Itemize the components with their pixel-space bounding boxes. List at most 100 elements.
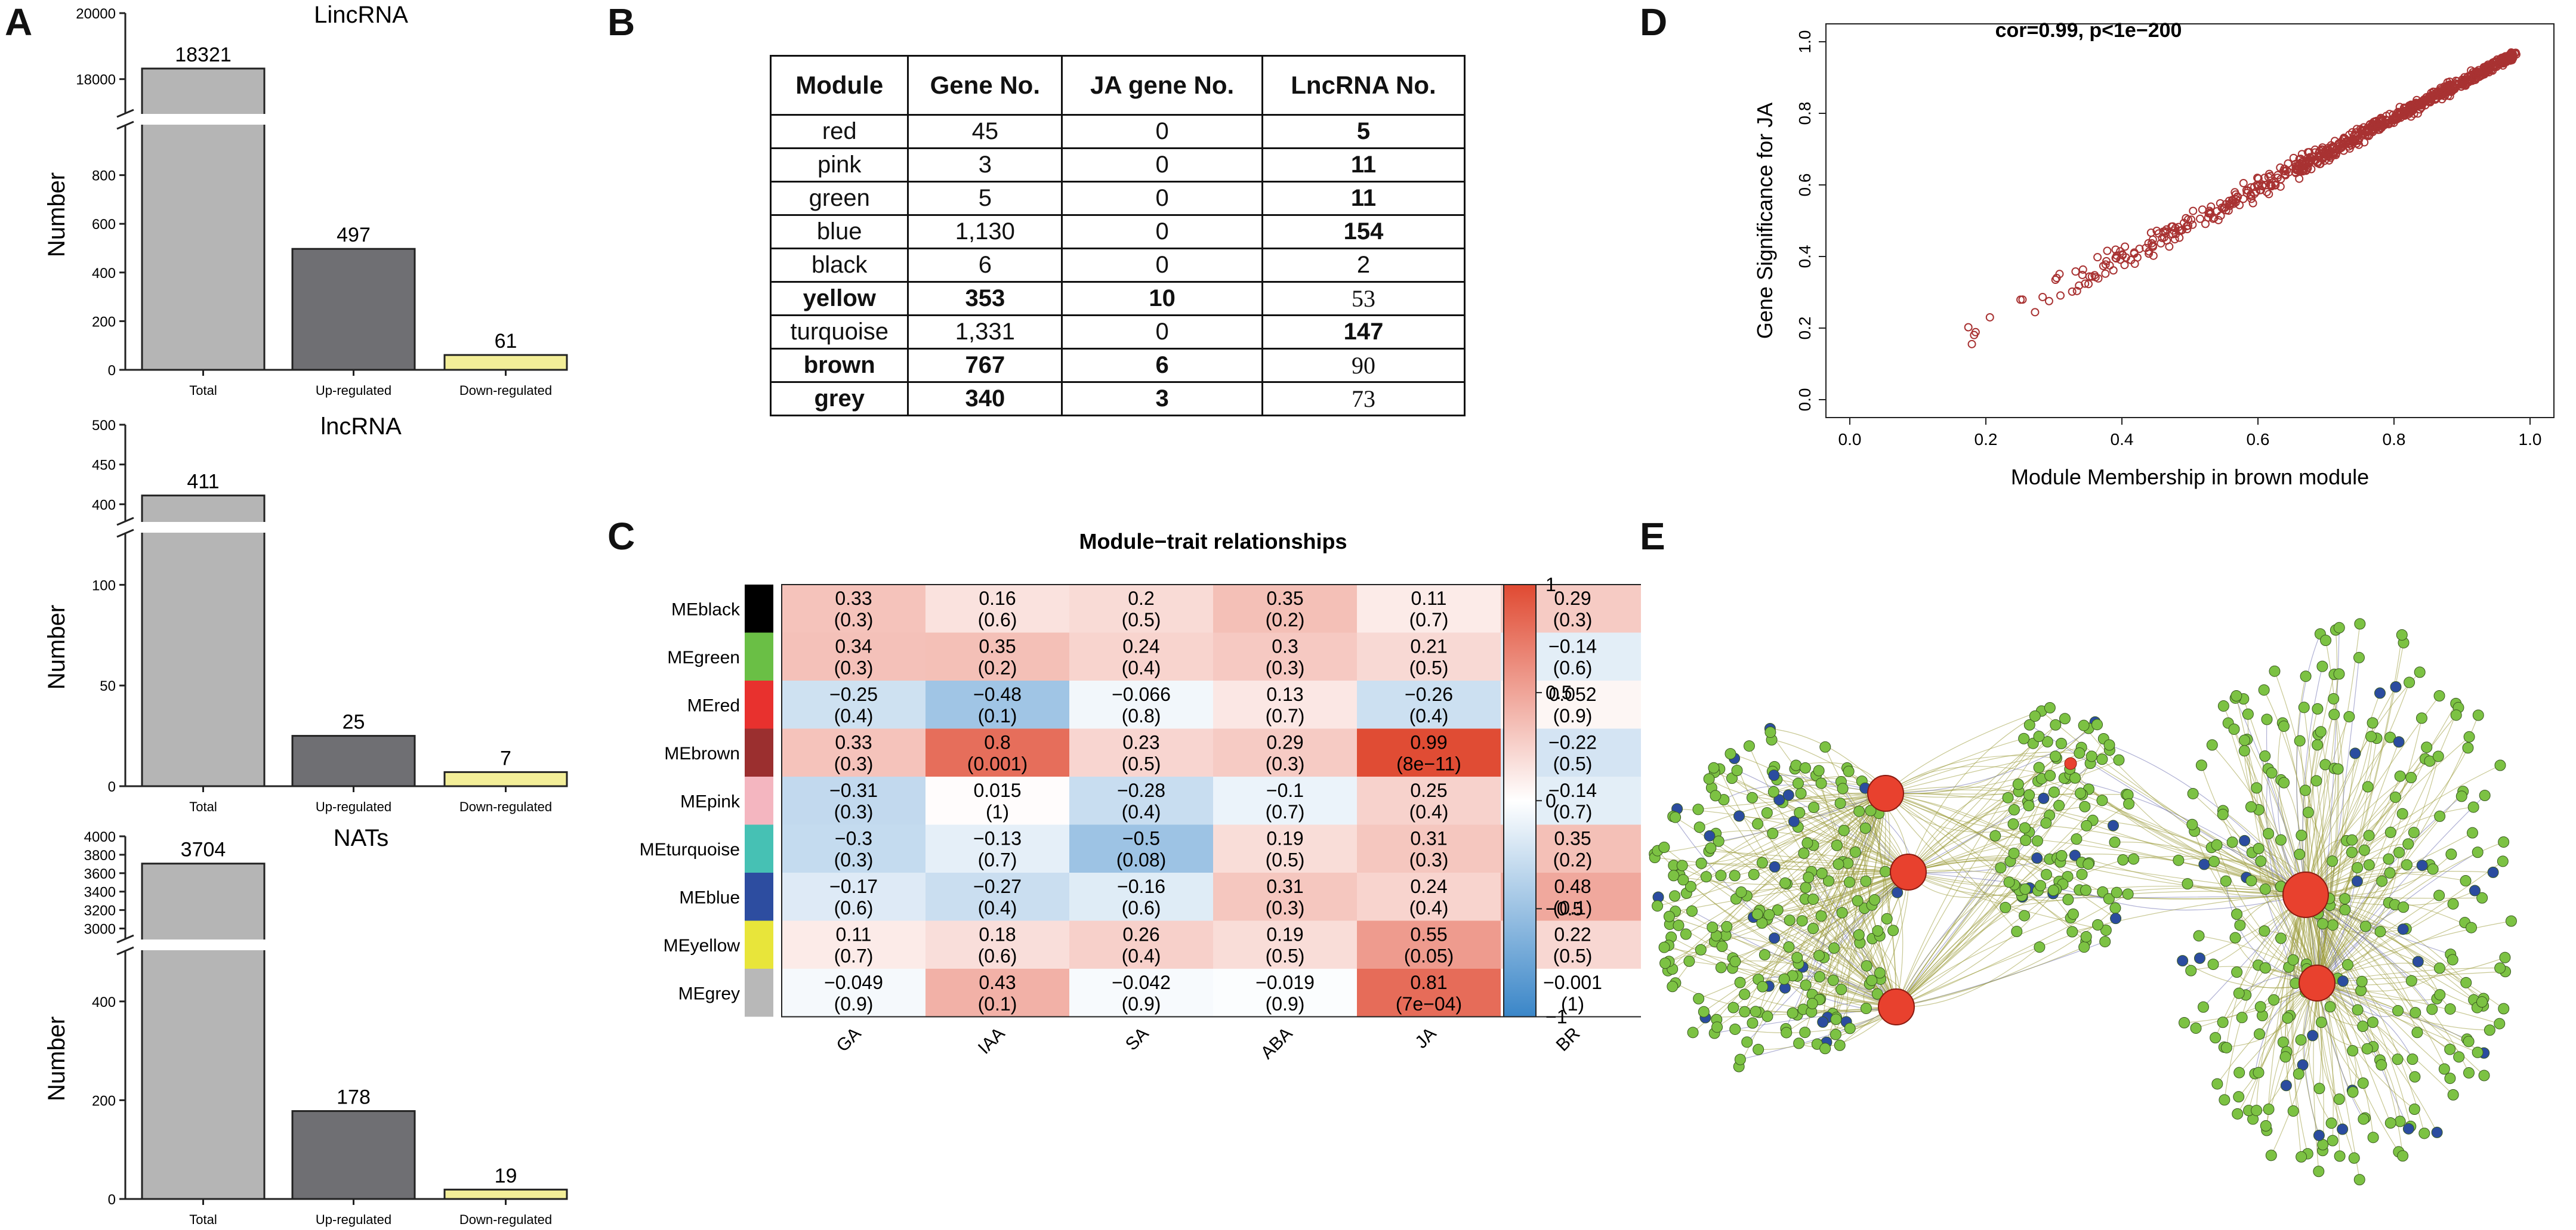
green-node bbox=[2433, 690, 2445, 702]
green-node bbox=[2238, 745, 2250, 757]
blue-node bbox=[1769, 861, 1781, 873]
green-node bbox=[1842, 857, 1854, 869]
table-cell: 2 bbox=[1261, 248, 1466, 283]
module-color-swatch bbox=[745, 824, 773, 873]
chart-title: lncRNA bbox=[320, 413, 402, 440]
green-node bbox=[2044, 701, 2056, 713]
data-point bbox=[2149, 251, 2158, 260]
green-node bbox=[2315, 1016, 2327, 1028]
y-tick-label: 0 bbox=[108, 1192, 116, 1208]
green-node bbox=[2424, 755, 2436, 767]
green-node bbox=[2313, 1083, 2325, 1095]
green-node bbox=[2498, 1003, 2510, 1015]
table-row: green 5 0 11 bbox=[769, 181, 1466, 216]
data-point bbox=[2297, 150, 2306, 159]
data-point bbox=[2146, 228, 2155, 237]
axis-break-mark bbox=[116, 120, 134, 130]
green-node bbox=[1807, 922, 1819, 934]
green-node bbox=[2415, 712, 2427, 724]
network-edge bbox=[2224, 894, 2306, 1100]
green-node bbox=[2346, 834, 2358, 846]
green-node bbox=[1695, 857, 1707, 869]
cell-correlation: 0.23 bbox=[1122, 732, 1159, 753]
data-point bbox=[1985, 313, 1994, 322]
table-cell: 11 bbox=[1261, 147, 1466, 183]
green-node bbox=[2076, 869, 2088, 880]
coexpression-network bbox=[1649, 618, 2517, 1186]
axis-break-gap bbox=[123, 114, 570, 125]
green-node bbox=[2226, 836, 2238, 848]
heatmap-cell bbox=[1069, 681, 1213, 729]
blue-node bbox=[2307, 1030, 2319, 1042]
green-node bbox=[2034, 941, 2046, 953]
green-node bbox=[2049, 750, 2061, 762]
green-node bbox=[2505, 915, 2517, 927]
network-edge bbox=[2305, 722, 2373, 895]
green-node bbox=[1872, 925, 1884, 937]
cell-correlation: −0.31 bbox=[829, 780, 878, 801]
network-edge bbox=[2316, 982, 2364, 1120]
data-point bbox=[2367, 123, 2376, 132]
blue-node bbox=[1788, 815, 1800, 827]
y-axis-label: Gene Significance for JA bbox=[1753, 103, 1777, 339]
data-point bbox=[2071, 267, 2080, 276]
green-node bbox=[1658, 841, 1670, 853]
green-node bbox=[2040, 817, 2052, 829]
heatmap-cell bbox=[1357, 632, 1501, 681]
green-node bbox=[2279, 1051, 2291, 1063]
x-axis-label: Module Membership in brown module bbox=[2011, 465, 2369, 489]
green-node bbox=[2233, 1067, 2245, 1078]
green-node bbox=[2472, 1046, 2484, 1058]
cell-pvalue: (0.4) bbox=[1122, 945, 1161, 967]
cell-correlation: −0.14 bbox=[1548, 780, 1597, 801]
green-node bbox=[2254, 1001, 2266, 1013]
green-node bbox=[1860, 875, 1872, 887]
cell-correlation: 0.8 bbox=[984, 732, 1010, 753]
green-node bbox=[2182, 878, 2194, 890]
data-point bbox=[2216, 211, 2225, 220]
green-node bbox=[2263, 827, 2275, 839]
blue-node bbox=[2431, 1126, 2443, 1138]
green-node bbox=[2079, 801, 2091, 812]
data-point bbox=[2347, 141, 2356, 150]
green-node bbox=[2392, 1053, 2404, 1065]
column-label: GA bbox=[832, 1024, 865, 1056]
green-node bbox=[2433, 962, 2445, 974]
cell-pvalue: (0.5) bbox=[1122, 753, 1161, 775]
blue-node bbox=[2397, 923, 2409, 935]
heatmap-cell bbox=[1069, 920, 1213, 969]
network-edge bbox=[2305, 894, 2504, 1009]
correlation-annotation: cor=0.99, p<1e−200 bbox=[1995, 19, 2182, 42]
green-node bbox=[1793, 1037, 1805, 1049]
network-edge bbox=[1677, 808, 1909, 873]
y-tick-label: 20000 bbox=[76, 6, 116, 22]
green-node bbox=[2031, 835, 2043, 847]
green-node bbox=[2333, 1093, 2345, 1105]
module-color-swatch bbox=[745, 681, 773, 729]
green-node bbox=[1887, 925, 1899, 937]
green-node bbox=[2334, 1150, 2346, 1162]
data-point bbox=[2253, 174, 2262, 183]
legend-tick-label: 0.5 bbox=[1545, 682, 1572, 703]
bar-value-label: 3704 bbox=[181, 839, 226, 861]
table-cell: 767 bbox=[907, 348, 1063, 383]
green-node bbox=[1739, 1006, 1751, 1018]
chart-title: LincRNA bbox=[314, 2, 408, 28]
data-point bbox=[2406, 103, 2415, 112]
data-point bbox=[2372, 121, 2381, 130]
table-cell: 0 bbox=[1061, 181, 1264, 216]
data-point bbox=[2111, 245, 2120, 254]
green-node bbox=[2103, 893, 2115, 905]
green-node bbox=[2432, 750, 2444, 762]
green-node bbox=[2020, 835, 2032, 846]
network-edge bbox=[2316, 657, 2360, 984]
network-edge bbox=[1908, 752, 2080, 873]
green-node bbox=[2447, 954, 2458, 966]
green-node bbox=[2444, 1043, 2456, 1055]
network-edges bbox=[1654, 623, 2512, 1180]
table-row: red 45 0 5 bbox=[769, 114, 1466, 149]
cell-correlation: 0.35 bbox=[1554, 828, 1591, 849]
cell-correlation: −0.16 bbox=[1117, 876, 1165, 897]
green-node bbox=[2296, 829, 2307, 841]
panel-letter-b: B bbox=[607, 1, 635, 44]
